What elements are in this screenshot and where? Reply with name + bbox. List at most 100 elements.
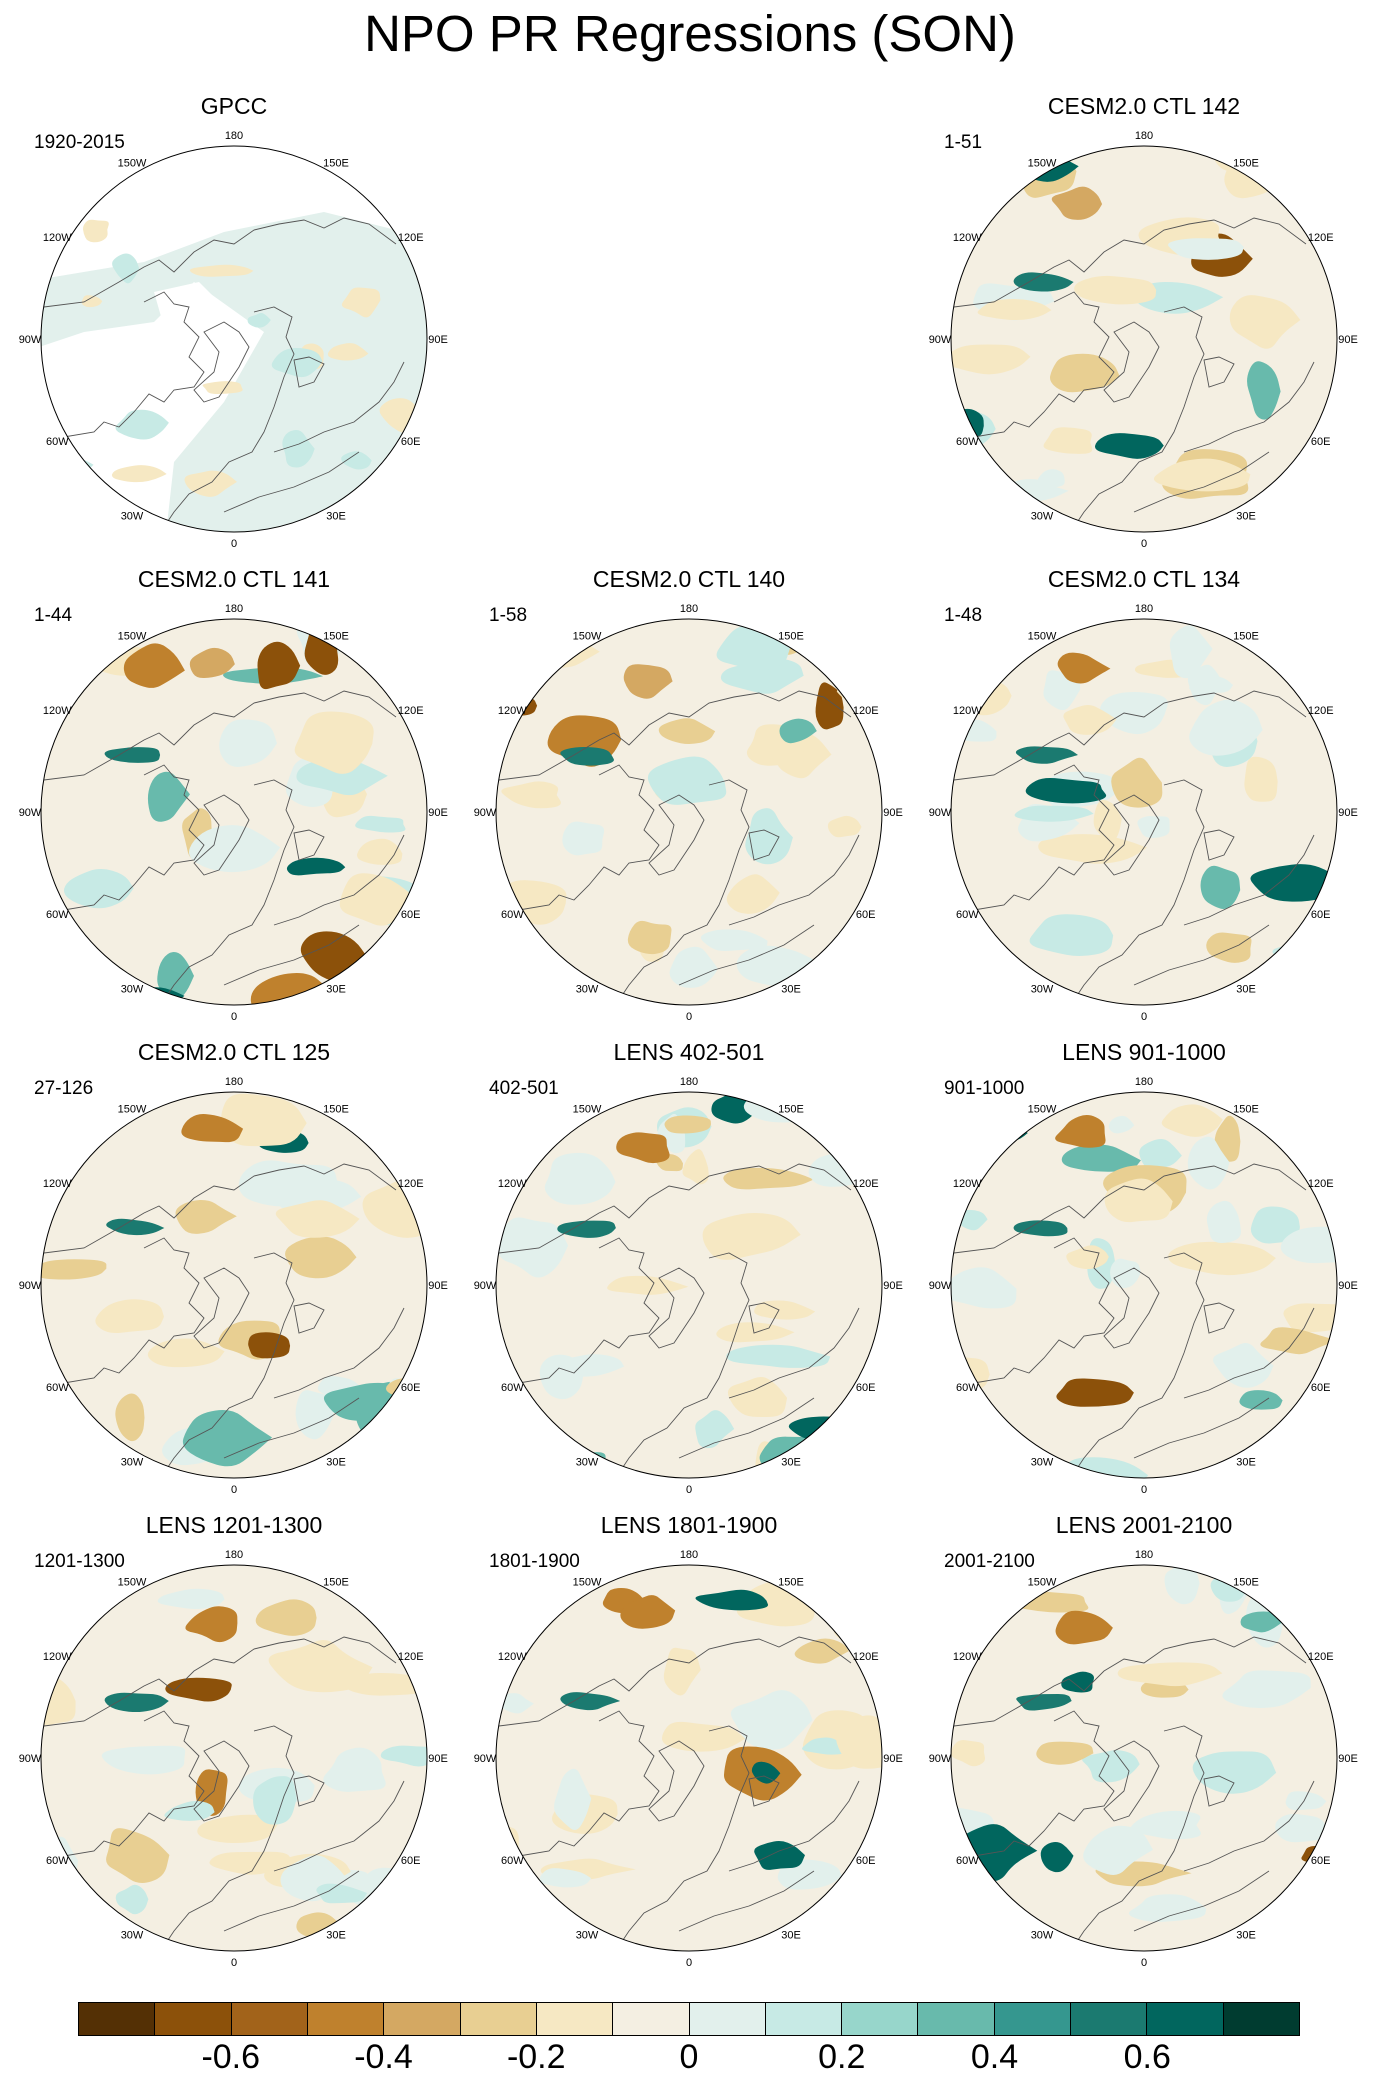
longitude-label: 180 — [1135, 1076, 1153, 1088]
field-patch — [165, 1677, 232, 1702]
field-patch — [1066, 1245, 1109, 1270]
longitude-label: 120W — [953, 232, 982, 244]
map-panel-gpcc: GPCC 1920-2015 180 150E 120E 90E 60E 30E 0 30W 6… — [19, 92, 448, 562]
field-patch — [316, 1883, 367, 1904]
field-patch — [827, 815, 862, 838]
field-patch — [756, 1461, 855, 1478]
field-patch — [185, 1606, 238, 1643]
longitude-label: 90E — [428, 1280, 448, 1292]
longitude-label: 30E — [1236, 1930, 1256, 1942]
panel-title: GPCC — [200, 93, 268, 119]
field-patch — [1013, 1220, 1068, 1237]
polar-map: 180 150E 120E 90E 60E 30E 0 30W 60W 90W 120W 150W — [929, 1549, 1358, 1969]
longitude-label: 60E — [856, 1855, 876, 1867]
longitude-label: 60W — [501, 1382, 524, 1394]
longitude-label: 180 — [225, 130, 243, 142]
field-patch — [147, 1338, 225, 1368]
field-patch — [341, 451, 372, 470]
longitude-label: 90E — [428, 807, 448, 819]
longitude-label: 30E — [326, 511, 346, 523]
coastline — [748, 1775, 780, 1807]
field-patch — [627, 920, 672, 955]
field-patch — [1168, 1241, 1276, 1276]
coastline — [958, 1710, 1115, 1857]
longitude-label: 120E — [398, 705, 424, 717]
polar-map: 180 150E 120E 90E 60E 30E 0 30W 60W 90W 120W 150W — [19, 1076, 448, 1496]
longitude-label: 60W — [501, 1855, 524, 1867]
field-patch — [1153, 458, 1251, 492]
field-patch — [1213, 1343, 1274, 1388]
longitude-label: 150E — [778, 1103, 804, 1115]
field-patch — [557, 1220, 616, 1238]
longitude-label: 150W — [1028, 630, 1057, 642]
colorbar-swatch — [994, 2003, 1072, 2035]
panel-years: 27-126 — [34, 1078, 94, 1099]
coastline — [728, 834, 860, 926]
longitude-label: 90W — [929, 334, 952, 346]
panel-years: 901-1000 — [944, 1078, 1025, 1099]
coastline — [223, 1870, 360, 1932]
coastline — [958, 1237, 1115, 1384]
map-border — [40, 145, 428, 533]
coastline — [1183, 1780, 1315, 1872]
map-field — [951, 1092, 1337, 1478]
coastline — [1183, 834, 1315, 926]
field-background — [496, 619, 882, 1005]
longitude-label: 150W — [1028, 1103, 1057, 1115]
panel-years: 1201-1300 — [34, 1551, 125, 1572]
coastline — [163, 306, 295, 528]
field-patch — [1189, 699, 1263, 756]
field-patch — [95, 1299, 164, 1334]
field-patch — [1192, 1751, 1277, 1794]
field-patch — [1055, 1115, 1106, 1148]
coastline — [953, 690, 1307, 781]
longitude-label: 60E — [1311, 1382, 1331, 1394]
coastline — [223, 451, 360, 513]
field-patch — [184, 470, 237, 497]
coastline — [648, 1740, 705, 1822]
longitude-label: 180 — [1135, 603, 1153, 615]
coastline — [618, 1252, 750, 1474]
colorbar-swatch — [307, 2003, 385, 2035]
field-patch — [1260, 1327, 1337, 1355]
map-field — [951, 146, 1337, 532]
coastline — [1103, 794, 1160, 876]
field-patch — [1247, 361, 1281, 420]
field-patch — [977, 299, 1052, 321]
panel-title: LENS 1801-1900 — [600, 1512, 778, 1538]
field-patch — [257, 641, 301, 690]
map-border — [495, 618, 883, 1006]
field-patch — [530, 1566, 576, 1608]
field-patch — [1240, 1611, 1284, 1633]
field-patch — [951, 1740, 986, 1767]
longitude-label: 120E — [398, 232, 424, 244]
field-patch — [104, 1692, 169, 1713]
field-patch — [405, 1391, 427, 1418]
longitude-label: 150E — [1233, 630, 1259, 642]
field-patch — [123, 643, 185, 688]
coastline — [273, 834, 405, 926]
coastline — [1133, 1397, 1270, 1459]
field-patch — [41, 1571, 76, 1619]
map-field — [41, 146, 427, 532]
longitude-label: 60W — [501, 909, 524, 921]
longitude-label: 30W — [1031, 984, 1054, 996]
field-patch — [562, 821, 605, 856]
longitude-label: 90E — [883, 1280, 903, 1292]
field-patch — [1206, 1200, 1242, 1243]
field-patch — [275, 1200, 360, 1238]
coastline — [293, 829, 325, 861]
field-patch — [695, 1589, 769, 1611]
field-patch — [1043, 427, 1093, 454]
longitude-label: 30W — [1031, 511, 1054, 523]
field-patch — [730, 1690, 813, 1750]
colorbar-swatch — [384, 2003, 461, 2035]
field-patch — [1239, 1390, 1283, 1410]
longitude-label: 30E — [1236, 1457, 1256, 1469]
field-patch — [539, 1868, 592, 1888]
field-patch — [1275, 1813, 1327, 1843]
longitude-label: 0 — [686, 1011, 692, 1023]
coastline — [498, 690, 852, 781]
field-patch — [1111, 757, 1163, 808]
field-patch — [496, 1927, 559, 1951]
